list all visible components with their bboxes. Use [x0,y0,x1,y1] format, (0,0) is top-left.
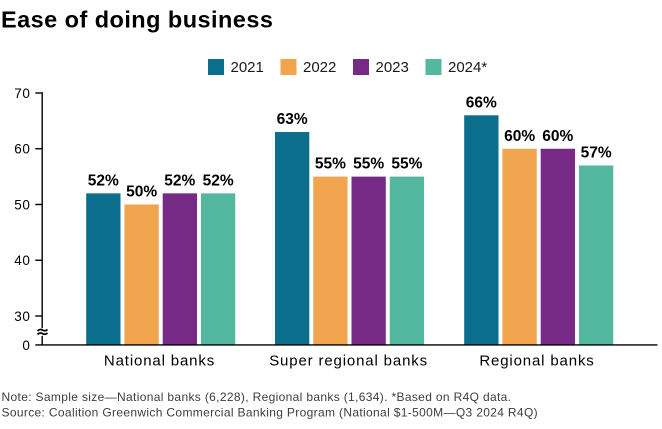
svg-text:60%: 60% [504,128,535,145]
svg-text:Regional banks: Regional banks [479,352,594,369]
svg-text:2024*: 2024* [448,59,487,76]
svg-text:52%: 52% [88,172,119,189]
svg-text:55%: 55% [315,156,346,173]
svg-text:66%: 66% [466,94,497,111]
svg-text:Ease of doing business: Ease of doing business [1,6,273,32]
svg-text:70: 70 [14,86,30,101]
svg-text:2023: 2023 [376,59,409,76]
svg-text:2021: 2021 [231,59,264,76]
svg-text:2022: 2022 [303,59,336,76]
svg-text:63%: 63% [277,111,308,128]
svg-text:Note: Sample size—National ban: Note: Sample size—National banks (6,228)… [2,390,512,404]
svg-text:0: 0 [22,338,30,353]
svg-text:52%: 52% [203,172,234,189]
svg-text:52%: 52% [164,172,195,189]
svg-text:55%: 55% [353,156,384,173]
svg-text:Super regional banks: Super regional banks [269,352,428,369]
svg-text:55%: 55% [391,156,422,173]
svg-text:National banks: National banks [104,352,215,369]
svg-text:50: 50 [14,197,30,212]
svg-text:40: 40 [14,253,30,268]
svg-text:57%: 57% [581,145,612,162]
svg-text:30: 30 [14,309,30,324]
svg-text:60: 60 [14,142,30,157]
svg-text:60%: 60% [542,128,573,145]
svg-text:Source: Coalition Greenwich Co: Source: Coalition Greenwich Commercial B… [2,405,538,419]
svg-text:50%: 50% [126,184,157,201]
